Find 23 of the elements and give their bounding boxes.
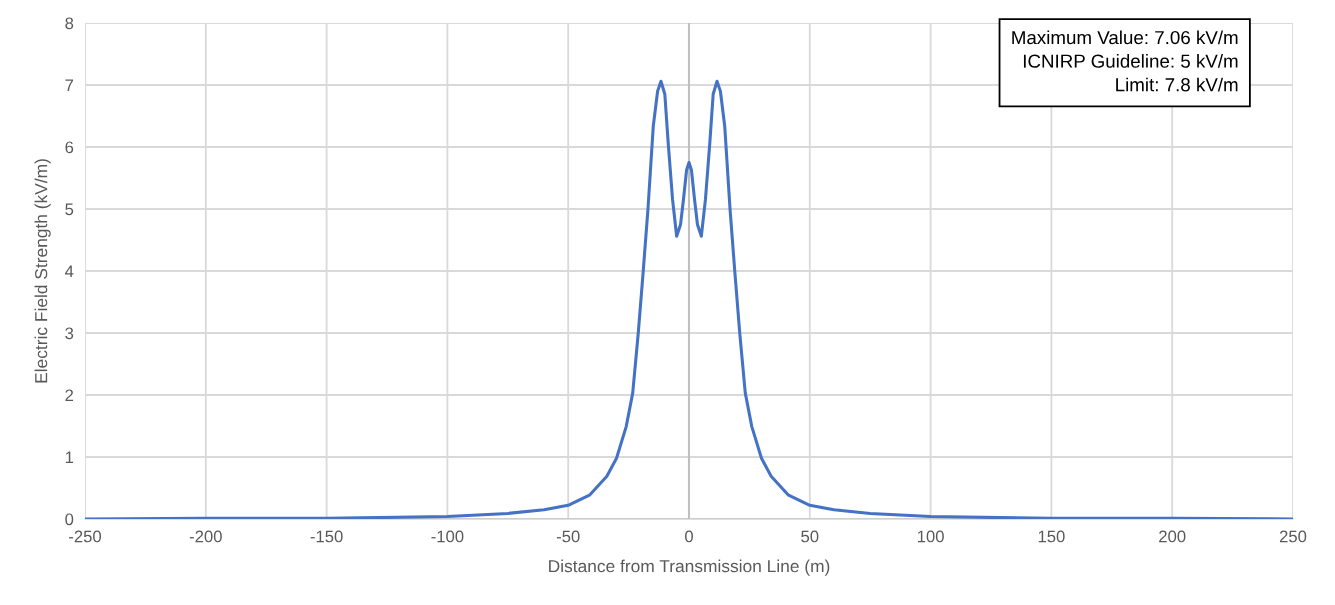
y-tick-label: 4	[65, 265, 74, 278]
y-tick-label: 2	[65, 389, 74, 402]
x-tick-label: 0	[685, 530, 693, 543]
annotation: Maximum Value: 7.06 kV/m ICNIRP Guideline: 5 kV/m Limit: 7.8 kV/m	[1012, 30, 1238, 92]
x-tick-label: 200	[1159, 530, 1186, 543]
x-tick-label: 250	[1279, 530, 1307, 543]
x-tick-label: -150	[310, 530, 343, 543]
x-tick-label: -250	[69, 530, 102, 543]
y-tick-label: 3	[65, 327, 74, 340]
x-axis-title: Distance from Transmission Line (m)	[549, 559, 830, 576]
y-tick-label: 0	[65, 513, 74, 526]
y-tick-label: 6	[65, 141, 74, 154]
y-tick-label: 1	[65, 451, 74, 464]
y-tick-label: 8	[65, 17, 74, 30]
y-tick-label: 7	[65, 79, 74, 92]
x-tick-label: -50	[556, 530, 580, 543]
x-tick-label: 100	[917, 530, 944, 543]
y-axis-title: Electric Field Strength (kV/m)	[34, 159, 51, 383]
x-tick-label: 150	[1038, 530, 1065, 543]
x-tick-label: -200	[189, 530, 222, 543]
x-tick-label: 50	[801, 530, 819, 543]
y-tick-label: 5	[65, 203, 74, 216]
x-tick-label: -100	[431, 530, 464, 543]
